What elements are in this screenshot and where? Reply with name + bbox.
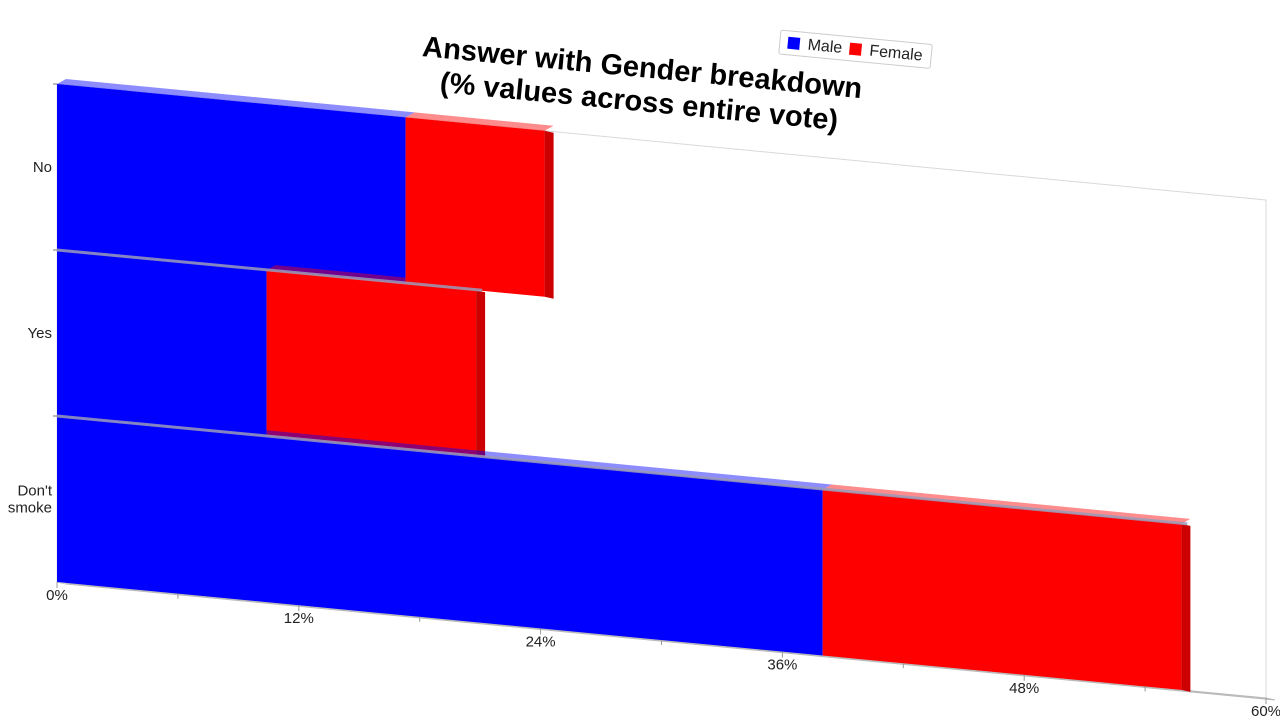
bar-yes-female-side: [476, 290, 486, 459]
bar-yes-male-front: [57, 250, 267, 437]
bars: [56, 79, 1191, 692]
bar-yes-male-top: [57, 245, 276, 271]
x-tick-label: 12%: [284, 610, 314, 627]
legend-swatch-male: [787, 36, 801, 50]
x-tick-label: 36%: [767, 657, 797, 674]
x-tick-label: 60%: [1251, 703, 1280, 720]
bar-no-male: [57, 79, 415, 284]
legend: Male Female: [778, 29, 933, 69]
legend-label-female: Female: [869, 43, 924, 65]
bar-no-male-front: [57, 84, 406, 284]
bar-no-female-side: [544, 130, 554, 299]
y-category-label: No: [33, 159, 52, 176]
bar-don-t-smoke-male-top: [57, 411, 832, 490]
y-category-label: Don't smoke: [8, 483, 53, 517]
bar-don-t-smoke-male-front: [57, 416, 823, 656]
legend-swatch-female: [848, 42, 863, 56]
y-category-label: Yes: [28, 325, 52, 342]
legend-label-male: Male: [807, 37, 843, 57]
bar-don-t-smoke-male: [57, 411, 832, 656]
bar-yes-female: [266, 265, 486, 459]
bar-no-male-top: [57, 79, 415, 118]
axes: 0% 12% 24% 36% 48% 60% No Yes Don't smoke: [8, 83, 1280, 720]
x-tick-label: 24%: [526, 633, 556, 650]
band-separator: [56, 248, 483, 292]
bar-yes-female-front: [266, 270, 477, 457]
bar-no-female-top: [405, 112, 554, 131]
bar-don-t-smoke-female-front: [822, 489, 1182, 690]
bar-yes-male: [57, 245, 276, 437]
bar-no-female: [405, 112, 554, 299]
bar-don-t-smoke-female-side: [1181, 523, 1191, 692]
band-separator: [56, 414, 1188, 526]
legend-box: Male Female: [778, 29, 933, 69]
x-tick-label: 48%: [1009, 680, 1039, 697]
bar-no-female-front: [405, 117, 545, 297]
x-tick-label: 0%: [46, 587, 68, 604]
